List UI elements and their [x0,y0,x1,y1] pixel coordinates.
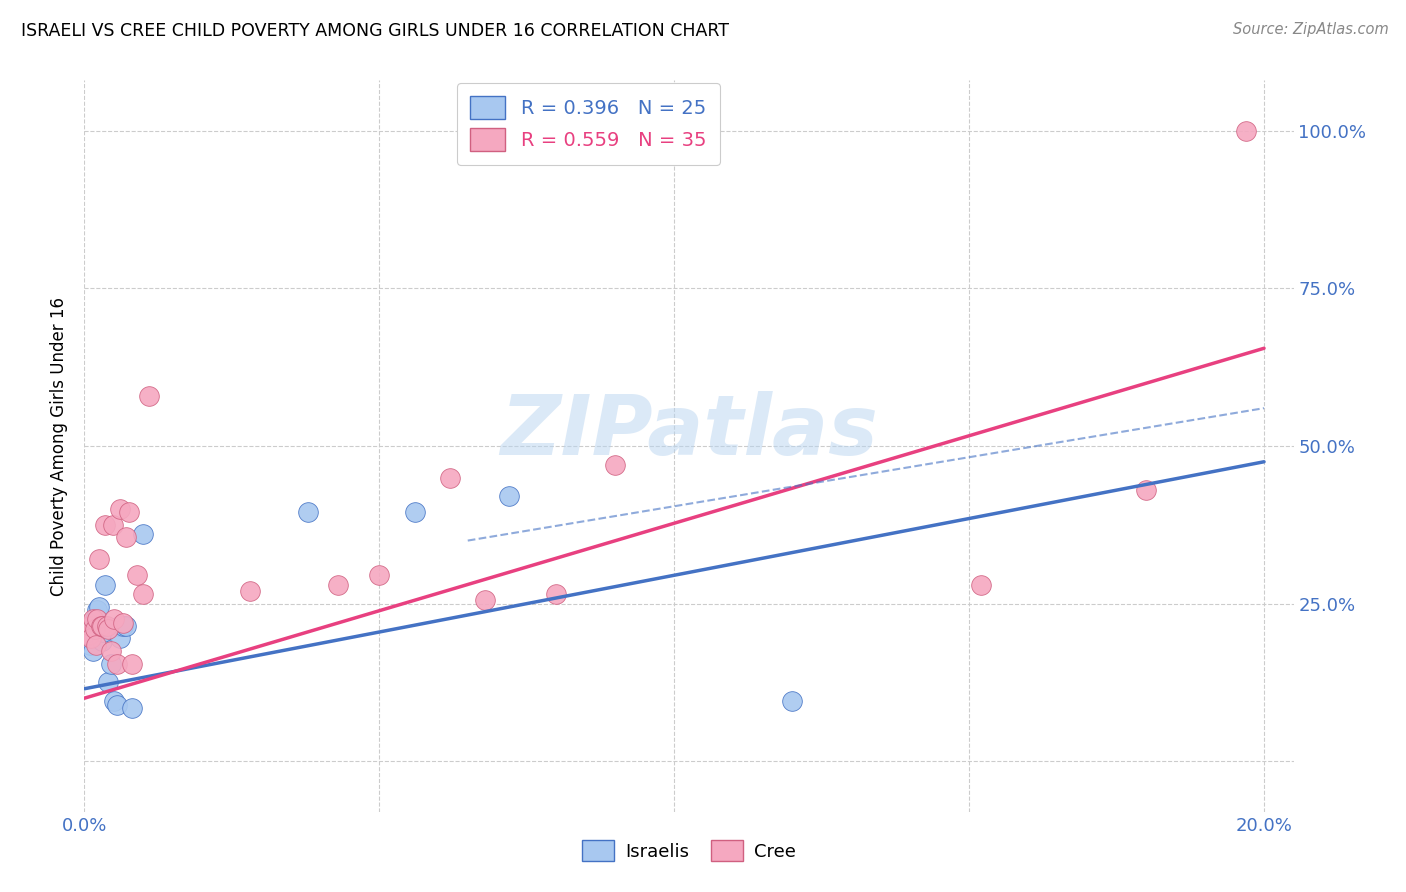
Point [107,618,129,632]
Point [105,657,128,671]
Point [79,638,101,652]
Point [87,599,110,614]
Point [105,698,128,712]
Point [86,603,108,617]
Point [82,644,104,658]
Point [100,644,122,658]
Point [103,612,125,626]
Point [103,694,125,708]
Y-axis label: Child Poverty Among Girls Under 16: Child Poverty Among Girls Under 16 [51,296,69,596]
Point [108,632,131,646]
Point [238,584,260,599]
Text: ZIPatlas: ZIPatlas [501,391,877,472]
Point [101,517,124,532]
Point [970,578,993,592]
Point [132,527,155,541]
Point [84,612,107,626]
Point [326,578,349,592]
Legend: Israelis, Cree: Israelis, Cree [575,833,803,869]
Point [111,615,134,630]
Point [546,587,568,601]
Point [91,618,114,632]
Point [79,618,101,632]
Point [77,628,100,642]
Point [91,625,114,640]
Point [132,587,155,601]
Point [86,612,108,626]
Point [780,694,803,708]
Point [114,530,136,544]
Point [121,657,143,671]
Point [84,622,107,636]
Point [97,622,120,636]
Point [84,615,107,630]
Point [498,490,520,504]
Point [368,568,391,582]
Point [87,552,110,566]
Point [111,618,134,632]
Point [1234,124,1257,138]
Point [108,502,131,516]
Point [114,618,136,632]
Point [117,505,139,519]
Point [439,470,461,484]
Point [94,578,117,592]
Point [605,458,627,472]
Point [77,632,100,646]
Point [91,634,114,648]
Point [127,568,149,582]
Text: ISRAELI VS CREE CHILD POVERTY AMONG GIRLS UNDER 16 CORRELATION CHART: ISRAELI VS CREE CHILD POVERTY AMONG GIRL… [21,22,730,40]
Point [138,388,160,402]
Point [297,505,319,519]
Text: Source: ZipAtlas.com: Source: ZipAtlas.com [1233,22,1389,37]
Point [474,593,496,607]
Point [404,505,426,519]
Point [121,700,143,714]
Point [90,618,112,632]
Point [100,657,122,671]
Point [94,517,117,532]
Point [80,622,103,636]
Point [1135,483,1157,497]
Point [82,612,104,626]
Point [97,675,120,690]
Point [84,638,107,652]
Point [96,618,118,632]
Point [80,632,103,646]
